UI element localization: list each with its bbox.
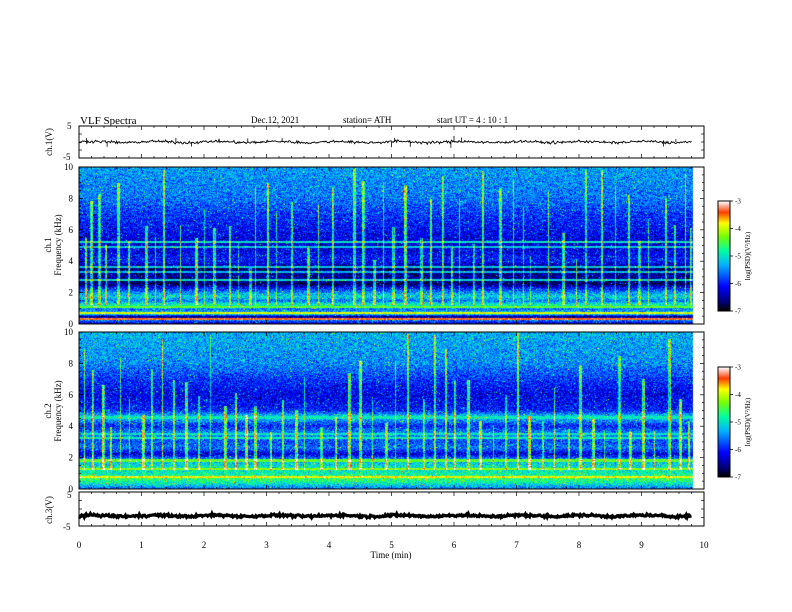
ch2-spectrogram-ytick-label: 4 — [69, 421, 74, 431]
ch1-spectrogram-image-holder — [79, 167, 704, 324]
ch2-spectrogram-frame — [78, 331, 705, 490]
time-axis-tick-label: 6 — [452, 540, 457, 550]
ch2-colorbar-ticks: -3 -4 -5 -6 -7 — [730, 364, 741, 482]
ch3-waveform-ylabel: ch.3(V) — [44, 496, 54, 524]
ch2-spectrogram-ylabel: ch.2 — [43, 403, 53, 418]
ch1-spectrogram-ytick-label: 4 — [69, 256, 74, 266]
ch2-spectrogram-canvas — [79, 332, 704, 489]
time-axis-tick-label: 4 — [327, 540, 332, 550]
time-axis-tick-label: 5 — [389, 540, 394, 550]
time-axis-tick-label: 7 — [514, 540, 519, 550]
ch1-ytick-bottom: -5 — [63, 152, 71, 162]
ch1-waveform-frame — [78, 125, 705, 159]
ch2-colorbar: -3 -4 -5 -6 -7 log(PSD)(V²/Hz) — [717, 364, 752, 482]
ch2-colorbar-gradient — [718, 367, 730, 477]
ch1-colorbar-tick-label: -5 — [735, 253, 741, 261]
ch3-trace — [77, 509, 692, 522]
ch1-spectrogram-ytick-label: 6 — [69, 225, 74, 235]
ch2-spectrogram-ytick-label: 6 — [69, 390, 74, 400]
ch1-colorbar-tick-label: -6 — [735, 280, 741, 288]
ch1-spectrogram-canvas — [79, 167, 704, 324]
ch1-spectrogram-ylabel: ch.1 — [43, 237, 53, 252]
ch1-spectrogram-frame — [78, 166, 705, 325]
ch2-spectrogram-ytick-label: 10 — [64, 327, 74, 337]
ch2-colorbar-tick-label: -4 — [735, 391, 741, 399]
ch2-spectrogram-ytick-label: 8 — [69, 358, 74, 368]
ch2-colorbar-tick-label: -6 — [735, 446, 741, 454]
ch2-frequency-axis-label: Frequency (kHz) — [53, 380, 63, 441]
ch3-waveform-ticks — [78, 491, 705, 527]
ch3-waveform-plot — [77, 509, 692, 522]
ch1-spectrogram-ytick-label: 8 — [69, 193, 74, 203]
ch1-colorbar: -3 -4 -5 -6 -7 log(PSD)(V²/Hz) — [717, 198, 752, 316]
ch1-spectrogram-ytick-label: 2 — [69, 288, 74, 298]
ch1-colorbar-tick-label: -7 — [735, 308, 741, 316]
ch2-spectrogram-panel: 0 2 4 6 8 10 ch.2 Frequency (kHz) — [43, 327, 705, 494]
ch3-ytick-bottom: -5 — [63, 522, 71, 532]
time-axis-label: Time (min) — [371, 550, 412, 560]
ch1-waveform-plot — [78, 135, 692, 148]
ch3-waveform-frame — [78, 491, 705, 527]
time-axis-tick-label: 2 — [202, 540, 207, 550]
ch2-spectrogram-ytick-label: 0 — [69, 484, 74, 494]
ch1-colorbar-label: log(PSD)(V²/Hz) — [744, 231, 752, 280]
ch2-colorbar-tick-label: -7 — [735, 474, 741, 482]
ch1-spectrogram-ytick-labels: 0 2 4 6 8 10 — [64, 162, 74, 329]
time-axis-tick-label: 8 — [577, 540, 582, 550]
ch1-spectrogram-ytick-label: 0 — [69, 319, 74, 329]
date-label: Dec.12, 2021 — [251, 115, 299, 125]
ch2-colorbar-tick-label: -3 — [735, 364, 741, 372]
ch1-colorbar-ticks: -3 -4 -5 -6 -7 — [730, 198, 741, 316]
time-axis-tick-label: 9 — [639, 540, 644, 550]
ch1-frequency-axis-label: Frequency (kHz) — [53, 214, 63, 275]
ch3-waveform-panel: 5 -5 ch.3(V) 0 1 2 3 4 5 6 7 8 9 10 Time (min) — [44, 490, 709, 560]
start-ut-label: start UT = 4 : 10 : 1 — [437, 115, 508, 125]
ch2-spectrogram-ytick-label: 2 — [69, 453, 74, 463]
ch1-trace — [78, 138, 692, 146]
ch2-spectrogram-image-holder — [79, 332, 704, 489]
ch2-colorbar-holder — [718, 367, 730, 477]
time-axis-tick-label: 3 — [264, 540, 269, 550]
ch3-ytick-top: 5 — [67, 490, 72, 500]
ch1-ytick-top: 5 — [67, 121, 72, 131]
time-axis-tick-labels: 0 1 2 3 4 5 6 7 8 9 10 — [77, 540, 709, 550]
ch1-waveform-panel: 5 -5 ch.1(V) — [44, 121, 705, 162]
station-label: station= ATH — [343, 115, 392, 125]
ch1-colorbar-tick-label: -3 — [735, 198, 741, 206]
ch1-colorbar-holder — [718, 201, 730, 311]
time-axis-tick-label: 1 — [139, 540, 144, 550]
ch2-colorbar-label: log(PSD)(V²/Hz) — [744, 397, 752, 446]
ch1-colorbar-gradient — [718, 201, 730, 311]
time-axis-tick-label: 0 — [77, 540, 82, 550]
ch2-colorbar-tick-label: -5 — [735, 419, 741, 427]
ch1-spectrogram-ytick-label: 10 — [64, 162, 74, 172]
time-axis-tick-label: 10 — [700, 540, 710, 550]
figure-title: VLF Spectra — [80, 115, 137, 127]
ch1-waveform-ylabel: ch.1(V) — [44, 128, 54, 156]
ch1-colorbar-tick-label: -4 — [735, 225, 741, 233]
ch1-spectrogram-panel: 0 2 4 6 8 10 ch.1 Frequency (kHz) — [43, 162, 705, 329]
ch2-spectrogram-ytick-labels: 0 2 4 6 8 10 — [64, 327, 74, 494]
